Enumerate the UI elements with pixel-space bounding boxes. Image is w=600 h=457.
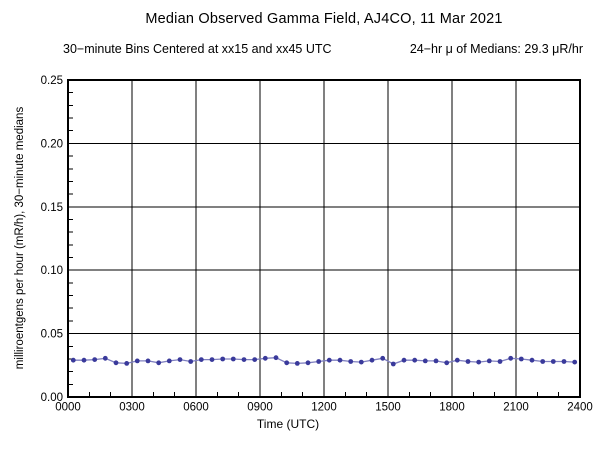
svg-text:1200: 1200 [311, 402, 337, 414]
chart-subtitle-bins: 30−minute Bins Centered at xx15 and xx45… [63, 42, 332, 56]
svg-text:0.20: 0.20 [41, 138, 63, 150]
svg-text:1500: 1500 [375, 402, 401, 414]
x-axis-title: Time (UTC) [256, 417, 320, 431]
svg-text:0.10: 0.10 [41, 265, 63, 277]
svg-text:0.25: 0.25 [41, 75, 63, 87]
svg-text:0300: 0300 [119, 402, 145, 414]
svg-text:0000: 0000 [55, 402, 81, 414]
svg-text:0600: 0600 [183, 402, 209, 414]
svg-text:0.15: 0.15 [41, 202, 63, 214]
svg-text:0900: 0900 [247, 402, 273, 414]
svg-text:2100: 2100 [503, 402, 529, 414]
chart-title: Median Observed Gamma Field, AJ4CO, 11 M… [145, 11, 503, 27]
svg-text:2400: 2400 [567, 402, 593, 414]
svg-text:1800: 1800 [439, 402, 465, 414]
chart-subtitle-mean: 24−hr μ of Medians: 29.3 μR/hr [409, 42, 583, 56]
svg-text:0.05: 0.05 [41, 329, 63, 341]
svg-text:0.00: 0.00 [41, 392, 63, 404]
